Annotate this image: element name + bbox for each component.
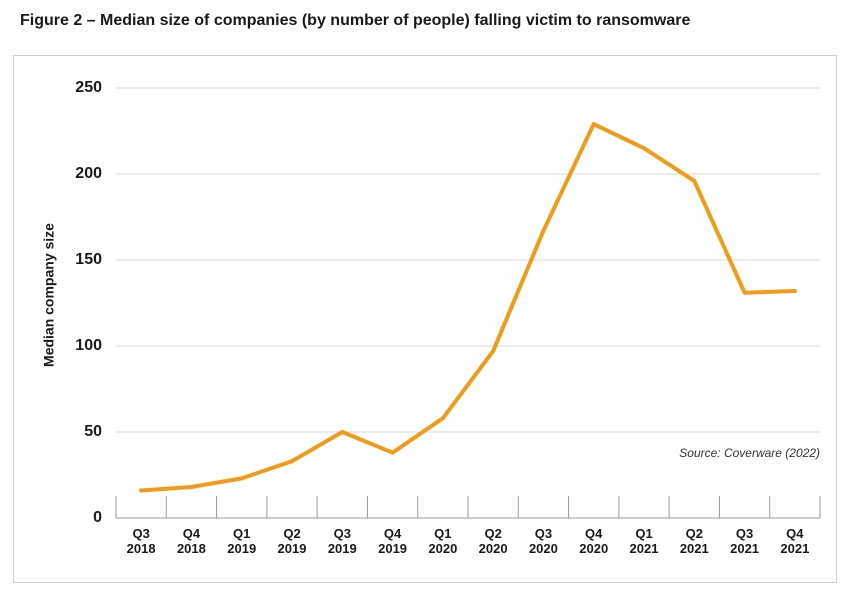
- series-line: [139, 122, 797, 493]
- data-point: [591, 122, 596, 127]
- y-tick-label: 0: [93, 509, 102, 526]
- axes: [115, 496, 821, 519]
- y-tick-label: 250: [75, 79, 102, 96]
- x-tick-label: Q2 2019: [278, 526, 307, 556]
- data-point: [390, 450, 395, 455]
- gridlines: [116, 87, 820, 433]
- y-tick-label: 200: [75, 165, 102, 182]
- y-axis-label: Median company size: [41, 223, 57, 367]
- x-tick-label: Q3 2019: [328, 526, 357, 556]
- source-note: Source: Coverware (2022): [679, 446, 820, 460]
- x-tick-label: Q1 2021: [630, 526, 659, 556]
- x-tick-label: Q4 2018: [177, 526, 206, 556]
- data-point: [792, 288, 797, 293]
- figure-title: Figure 2 – Median size of companies (by …: [20, 12, 691, 29]
- x-tick-label: Q4 2021: [780, 526, 809, 556]
- data-point: [692, 178, 697, 183]
- x-tick-label: Q3 2021: [730, 526, 759, 556]
- chart-panel: [13, 55, 837, 583]
- y-tick-label: 50: [84, 423, 102, 440]
- data-point: [742, 290, 747, 295]
- x-tick-label: Q4 2019: [378, 526, 407, 556]
- x-tick-labels: Q3 2018 Q4 2018 Q1 2019 Q2 2019 Q3 2019 Q4 2019 Q1 20…: [127, 526, 810, 556]
- y-tick-label: 150: [75, 251, 102, 268]
- data-point: [642, 146, 646, 151]
- series-layer: [139, 122, 797, 493]
- data-point: [440, 416, 445, 421]
- x-tick-label: Q3 2018: [127, 526, 156, 556]
- x-tick-label: Q3 2020: [529, 526, 558, 556]
- y-tick-labels: 0 50 100 150 200 250: [75, 79, 102, 526]
- data-point: [139, 488, 144, 493]
- x-tick-label: Q4 2020: [579, 526, 608, 556]
- data-point: [239, 476, 244, 481]
- data-point: [290, 459, 294, 464]
- data-point: [340, 430, 345, 434]
- y-tick-label: 100: [75, 337, 102, 354]
- data-point: [491, 349, 496, 354]
- x-tick-label: Q1 2020: [428, 526, 457, 556]
- data-point: [189, 485, 194, 490]
- x-tick-label: Q2 2020: [479, 526, 508, 556]
- x-tick-label: Q1 2019: [227, 526, 256, 556]
- x-tick-label: Q2 2021: [680, 526, 709, 556]
- data-point: [541, 228, 546, 233]
